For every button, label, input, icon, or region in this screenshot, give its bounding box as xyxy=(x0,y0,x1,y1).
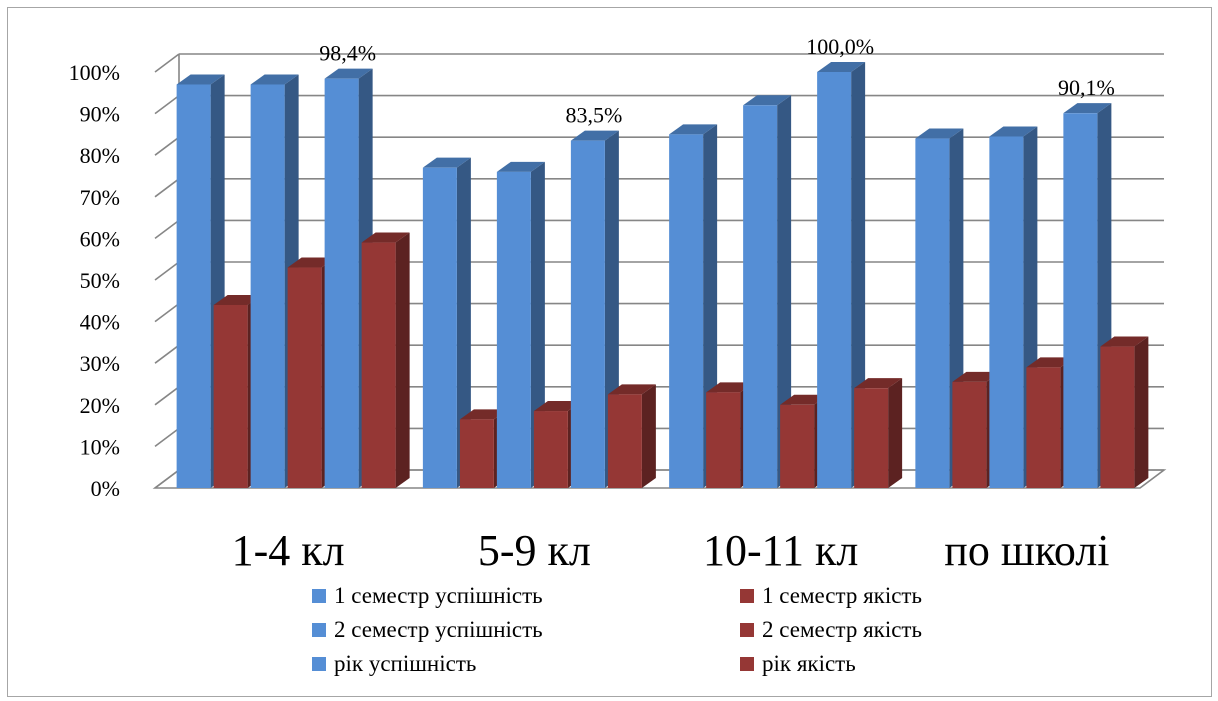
gridline-side xyxy=(155,387,179,405)
gridline-side xyxy=(155,262,179,280)
bar-side xyxy=(1134,337,1148,488)
y-tick-label: 30% xyxy=(80,351,120,376)
y-tick-label: 60% xyxy=(80,226,120,251)
bar xyxy=(251,84,285,488)
data-label: 100,0% xyxy=(806,34,874,59)
category-label: 1-4 кл xyxy=(232,526,345,575)
legend-swatch xyxy=(740,657,754,671)
data-label: 90,1% xyxy=(1058,75,1115,100)
bar xyxy=(325,79,359,488)
legend-label: 2 семестр успішність xyxy=(334,617,543,642)
bar xyxy=(423,168,457,488)
legend-label: 1 семестр якість xyxy=(762,583,922,608)
gridline-side xyxy=(155,179,179,197)
category-label: по школі xyxy=(944,526,1109,575)
gridline-side xyxy=(155,345,179,363)
bar-side xyxy=(888,378,902,488)
bar xyxy=(497,172,531,488)
gridline-side xyxy=(155,137,179,155)
bar xyxy=(571,141,605,488)
legend-label: рік якість xyxy=(762,651,856,676)
bar xyxy=(854,388,888,488)
legend-label: рік успішність xyxy=(334,651,476,676)
bar xyxy=(669,134,703,488)
bar xyxy=(915,139,949,488)
y-tick-label: 10% xyxy=(80,434,120,459)
bar xyxy=(780,405,814,488)
bar xyxy=(952,382,986,488)
y-tick-label: 100% xyxy=(69,60,120,85)
gridline-side xyxy=(155,428,179,446)
y-tick-label: 20% xyxy=(80,393,120,418)
data-label: 98,4% xyxy=(319,41,376,66)
gridline-side xyxy=(155,220,179,238)
category-label: 10-11 кл xyxy=(703,526,858,575)
y-tick-label: 90% xyxy=(80,102,120,127)
y-tick-label: 70% xyxy=(80,185,120,210)
y-tick-label: 0% xyxy=(91,476,120,501)
gridline-side xyxy=(155,304,179,322)
bar xyxy=(989,136,1023,488)
bar xyxy=(362,243,396,488)
bar xyxy=(460,419,494,488)
bar xyxy=(1026,367,1060,488)
bar xyxy=(1100,347,1134,488)
gridline-side xyxy=(155,54,179,72)
bar-side xyxy=(642,384,656,488)
bar xyxy=(214,305,248,488)
legend-swatch xyxy=(740,589,754,603)
bar xyxy=(608,394,642,488)
y-tick-label: 50% xyxy=(80,268,120,293)
bar xyxy=(288,268,322,488)
data-label: 83,5% xyxy=(565,103,622,128)
bar xyxy=(534,411,568,488)
legend-swatch xyxy=(312,589,326,603)
legend-swatch xyxy=(740,623,754,637)
legend-label: 2 семестр якість xyxy=(762,617,922,642)
gridline-side xyxy=(155,96,179,114)
bar xyxy=(706,392,740,488)
legend-swatch xyxy=(312,623,326,637)
category-label: 5-9 кл xyxy=(478,526,591,575)
bar xyxy=(1063,113,1097,488)
legend-label: 1 семестр успішність xyxy=(334,583,543,608)
legend-swatch xyxy=(312,657,326,671)
y-tick-label: 40% xyxy=(80,310,120,335)
bar xyxy=(177,84,211,488)
bar xyxy=(817,72,851,488)
bar-side xyxy=(396,233,410,488)
bar xyxy=(743,105,777,488)
y-tick-label: 80% xyxy=(80,143,120,168)
